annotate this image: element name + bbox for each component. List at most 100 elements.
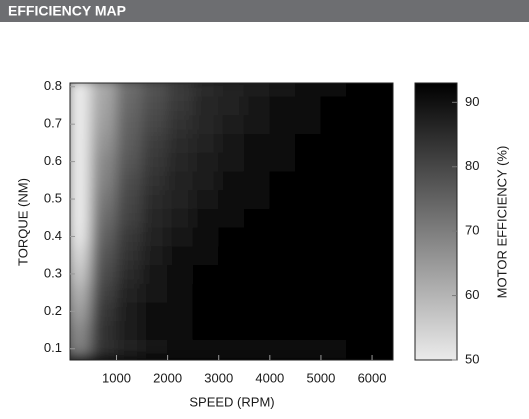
heat-cell <box>192 83 220 97</box>
heat-cell <box>294 245 322 266</box>
heat-cell <box>243 207 271 228</box>
heat-cell <box>218 264 245 284</box>
heat-cell <box>269 282 296 303</box>
y-tick-label: 0.6 <box>44 153 62 168</box>
heat-cell <box>192 245 220 266</box>
heat-cell <box>218 207 245 228</box>
heat-cell <box>70 264 92 284</box>
colorbar-tick-label: 80 <box>465 158 479 173</box>
heat-cell <box>192 151 220 172</box>
y-tick-label: 0.4 <box>44 228 62 243</box>
heat-cell <box>243 83 271 97</box>
heatmap <box>70 83 393 359</box>
heat-cell <box>371 338 393 359</box>
heat-cell <box>294 95 322 116</box>
heat-cell <box>269 83 296 97</box>
heat-cell <box>116 226 143 247</box>
heat-cell <box>320 95 347 116</box>
heat-cell <box>269 133 296 153</box>
heat-cell <box>141 83 169 97</box>
y-tick-label: 0.7 <box>44 116 62 131</box>
heat-cell <box>116 282 143 303</box>
heat-cell <box>218 151 245 172</box>
heat-cell <box>269 170 296 191</box>
heat-cell <box>371 226 393 247</box>
y-tick-label: 0.5 <box>44 190 62 205</box>
heat-cell <box>320 282 347 303</box>
heat-cell <box>141 114 169 135</box>
heat-cell <box>141 245 169 266</box>
heat-cell <box>141 338 169 359</box>
colorbar-label: MOTOR EFFICIENCY (%) <box>494 146 509 299</box>
heat-cell <box>345 83 373 97</box>
heat-cell <box>141 264 169 284</box>
heat-cell <box>116 320 143 340</box>
heat-cell <box>294 226 322 247</box>
heat-cell <box>70 226 92 247</box>
heat-cell <box>167 133 194 153</box>
heat-cell <box>141 226 169 247</box>
heat-cell <box>320 189 347 209</box>
heat-cell <box>218 301 245 322</box>
heat-cell <box>320 207 347 228</box>
heat-cell <box>371 133 393 153</box>
heat-cell <box>345 245 373 266</box>
heat-cell <box>269 301 296 322</box>
heat-cell <box>320 301 347 322</box>
heat-cell <box>294 133 322 153</box>
heat-cell <box>116 83 143 97</box>
heat-cell <box>371 301 393 322</box>
heat-cell <box>141 133 169 153</box>
heat-cell <box>269 338 296 359</box>
heat-cell <box>345 114 373 135</box>
heat-cell <box>371 151 393 172</box>
heat-cell <box>243 301 271 322</box>
heat-cell <box>320 264 347 284</box>
heat-cell <box>320 133 347 153</box>
heat-cell <box>141 189 169 209</box>
heat-cell <box>269 320 296 340</box>
heat-cell <box>141 301 169 322</box>
heat-cell <box>70 189 92 209</box>
heat-cell <box>116 245 143 266</box>
heat-cell <box>70 301 92 322</box>
heat-cell <box>243 114 271 135</box>
heat-cell <box>243 226 271 247</box>
heat-cell <box>345 133 373 153</box>
heat-cell <box>371 114 393 135</box>
heat-cell <box>269 114 296 135</box>
heat-cell <box>90 245 118 266</box>
heat-cell <box>243 95 271 116</box>
heat-cell <box>371 320 393 340</box>
heat-cell <box>116 95 143 116</box>
heat-cell <box>116 207 143 228</box>
heat-cell <box>116 170 143 191</box>
y-tick-label: 0.1 <box>44 340 62 355</box>
heat-cell <box>167 189 194 209</box>
x-tick-label: 4000 <box>255 370 284 385</box>
heat-cell <box>243 189 271 209</box>
heat-cell <box>90 338 118 359</box>
x-tick-label: 3000 <box>204 370 233 385</box>
heat-cell <box>167 151 194 172</box>
plot-area <box>70 83 393 360</box>
colorbar <box>414 82 458 361</box>
heat-cell <box>218 189 245 209</box>
heat-cell <box>294 320 322 340</box>
heat-cell <box>320 170 347 191</box>
heat-cell <box>320 226 347 247</box>
heat-cell <box>218 320 245 340</box>
heat-cell <box>192 282 220 303</box>
heat-cell <box>70 245 92 266</box>
heat-cell <box>90 133 118 153</box>
colorbar-tick-label: 60 <box>465 287 479 302</box>
heat-cell <box>269 226 296 247</box>
heat-cell <box>70 83 92 97</box>
heat-cell <box>90 226 118 247</box>
heat-cell <box>90 151 118 172</box>
heat-cell <box>70 282 92 303</box>
heat-cell <box>218 95 245 116</box>
heat-cell <box>141 170 169 191</box>
colorbar-tick-label: 70 <box>465 223 479 238</box>
heat-cell <box>269 245 296 266</box>
